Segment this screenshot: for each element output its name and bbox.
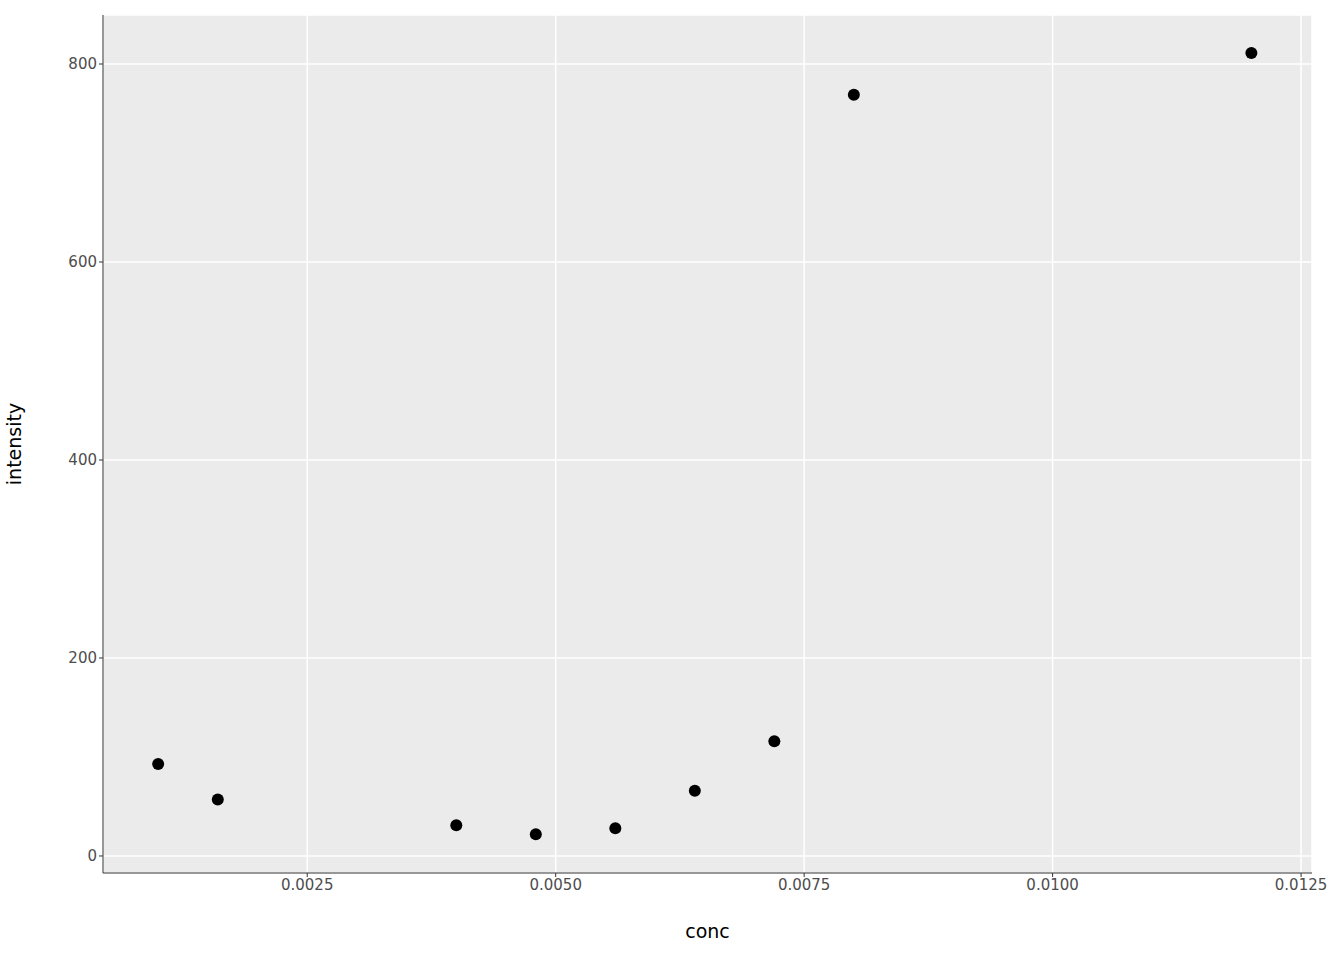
svg-text:600: 600	[68, 253, 97, 271]
svg-text:800: 800	[68, 55, 97, 73]
svg-text:intensity: intensity	[8, 403, 25, 485]
svg-text:400: 400	[68, 451, 97, 469]
svg-text:conc: conc	[685, 920, 730, 942]
svg-text:0.0075: 0.0075	[778, 876, 831, 894]
svg-text:0.0025: 0.0025	[281, 876, 334, 894]
svg-text:0.0100: 0.0100	[1026, 876, 1079, 894]
svg-text:200: 200	[68, 649, 97, 667]
svg-text:0.0050: 0.0050	[529, 876, 582, 894]
svg-text:0.0125: 0.0125	[1275, 876, 1328, 894]
svg-text:0: 0	[87, 847, 97, 865]
